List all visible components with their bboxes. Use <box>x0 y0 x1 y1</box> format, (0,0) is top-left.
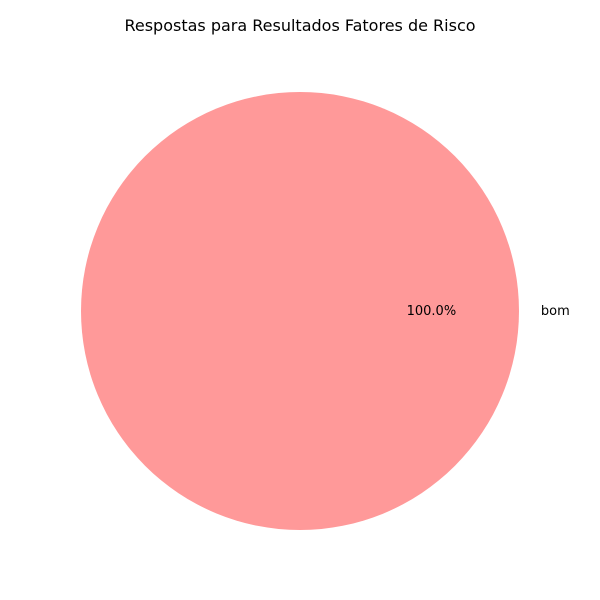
pie-slice-bom <box>81 92 519 530</box>
chart-title: Respostas para Resultados Fatores de Ris… <box>124 16 475 35</box>
pie-slices: bom 100.0% <box>81 92 570 530</box>
slice-percentage-label: 100.0% <box>407 304 457 319</box>
slice-category-label: bom <box>541 304 570 319</box>
